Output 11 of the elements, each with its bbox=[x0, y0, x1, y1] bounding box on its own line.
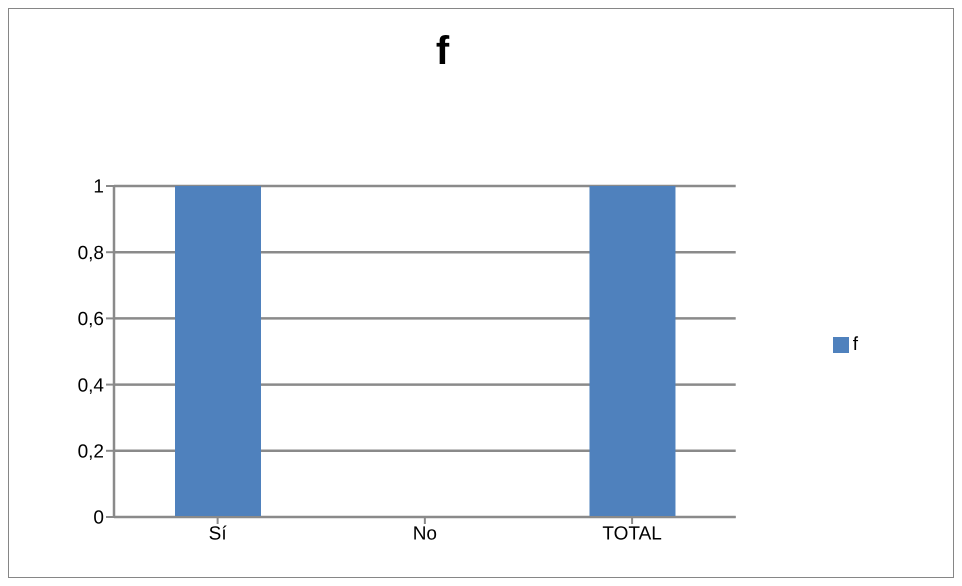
x-tick-label: No bbox=[412, 523, 438, 544]
x-tick-label: Sí bbox=[208, 523, 228, 544]
y-tick-label: 0,6 bbox=[78, 309, 104, 330]
y-tick-label: 0,8 bbox=[78, 242, 104, 264]
y-tick-label: 1 bbox=[93, 176, 104, 198]
y-tick-label: 0 bbox=[93, 508, 104, 529]
legend-label: f bbox=[852, 334, 858, 355]
y-tick-label: 0,4 bbox=[78, 375, 104, 396]
x-tick-label: TOTAL bbox=[602, 523, 662, 544]
y-tick-label: 0,2 bbox=[78, 442, 104, 463]
chart-title: f bbox=[434, 29, 450, 74]
